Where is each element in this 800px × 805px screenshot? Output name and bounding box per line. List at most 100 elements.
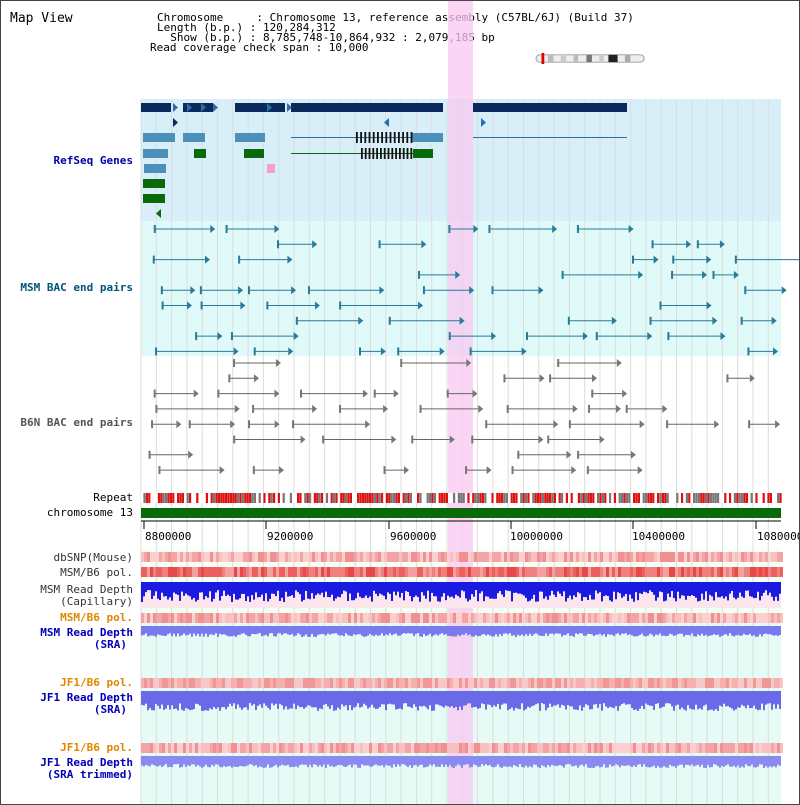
jf1-pol2-strip — [273, 743, 276, 753]
dbsnp-strip — [594, 552, 597, 562]
msm-pol-strip — [519, 567, 522, 577]
jf1-pol2-strip — [510, 743, 513, 753]
msm-sra-depth — [213, 626, 215, 636]
msm-bac-end — [491, 286, 494, 295]
track-label-msm-b6-pol-1[interactable]: MSM/B6 pol. — [60, 566, 133, 579]
track-label-msm-depth-capillary-sub: (Capillary) — [60, 595, 133, 608]
track-label-msm-bac-end-pairs[interactable]: MSM BAC end pairs — [20, 281, 133, 294]
jf1-pol2-strip — [732, 743, 735, 753]
msm-pol-strip — [378, 567, 381, 577]
msm-sra-depth — [581, 626, 583, 634]
msm-sra-depth — [215, 626, 217, 634]
msm-pol-strip — [249, 567, 252, 577]
jf1-pol-strip — [771, 678, 774, 688]
jf1-trimmed-depth — [635, 756, 637, 767]
jf1-sra-depth — [331, 691, 333, 706]
msm-pol2-strip — [276, 613, 279, 623]
msm-capillary-depth — [257, 582, 259, 598]
header-length: Length (b.p.) : 120,284,312 — [157, 21, 336, 34]
track-label-msm-b6-pol-2[interactable]: MSM/B6 pol. — [60, 611, 133, 624]
dbsnp-strip — [726, 552, 729, 562]
msm-capillary-depth — [777, 582, 779, 601]
jf1-trimmed-depth — [373, 756, 375, 766]
track-label-refseq-genes[interactable]: RefSeq Genes — [53, 154, 133, 167]
jf1-pol2-strip — [345, 743, 348, 753]
jf1-trimmed-depth — [367, 756, 369, 766]
b6n-bac-end — [726, 374, 729, 383]
jf1-sra-depth — [399, 691, 401, 709]
repeat-mark — [450, 493, 453, 503]
jf1-sra-depth — [237, 691, 239, 705]
msm-sra-depth — [415, 626, 417, 635]
msm-sra-depth — [721, 626, 723, 636]
msm-pol-strip — [678, 567, 681, 577]
jf1-pol2-strip — [642, 743, 645, 753]
msm-pol-strip — [168, 567, 171, 577]
jf1-sra-depth — [439, 691, 441, 706]
b6n-bac-end — [591, 389, 594, 398]
jf1-pol-strip — [186, 678, 189, 688]
jf1-trimmed-depth — [293, 756, 295, 768]
exon-tick — [356, 132, 358, 143]
chromosome-ideogram[interactable] — [531, 53, 651, 64]
track-label-b6n-bac-end-pairs[interactable]: B6N BAC end pairs — [20, 416, 133, 429]
jf1-pol-strip — [681, 678, 684, 688]
msm-capillary-depth — [343, 582, 345, 591]
repeat-mark — [673, 493, 676, 503]
b6n-bac-end — [158, 466, 161, 475]
dbsnp-strip — [645, 552, 648, 562]
repeat-mark — [546, 493, 549, 503]
track-label-jf1-b6-pol-1[interactable]: JF1/B6 pol. — [60, 676, 133, 689]
msm-pol-strip — [393, 567, 396, 577]
jf1-trimmed-depth — [669, 756, 671, 765]
msm-pol-strip — [690, 567, 693, 577]
b6n-bac-end — [471, 435, 474, 444]
msm-sra-depth — [633, 626, 635, 637]
jf1-trimmed-depth — [235, 756, 237, 767]
msm-capillary-depth — [755, 582, 757, 598]
track-label-msm-depth-capillary[interactable]: MSM Read Depth — [40, 583, 133, 596]
jf1-pol2-strip — [645, 743, 648, 753]
msm-capillary-depth — [205, 582, 207, 597]
dbsnp-strip — [321, 552, 324, 562]
dbsnp-strip — [441, 552, 444, 562]
msm-sra-depth — [407, 626, 409, 634]
jf1-sra-depth — [533, 691, 535, 706]
track-label-jf1-b6-pol-2[interactable]: JF1/B6 pol. — [60, 741, 133, 754]
track-label-dbsnp[interactable]: dbSNP(Mouse) — [53, 551, 133, 564]
msm-pol2-strip — [387, 613, 390, 623]
jf1-trimmed-depth — [243, 756, 245, 767]
jf1-pol-strip — [324, 678, 327, 688]
dbsnp-strip — [198, 552, 201, 562]
msm-sra-depth — [269, 626, 271, 634]
jf1-pol2-strip — [570, 743, 573, 753]
msm-bac-end — [702, 270, 708, 279]
msm-pol2-strip — [690, 613, 693, 623]
msm-sra-depth — [545, 626, 547, 634]
msm-bac-end — [225, 225, 228, 233]
dbsnp-strip — [675, 552, 678, 562]
msm-pol-strip — [585, 567, 588, 577]
track-label-msm-depth-sra[interactable]: MSM Read Depth — [40, 626, 133, 639]
msm-sra-depth — [365, 626, 367, 637]
b6n-bac-end — [404, 466, 410, 475]
msm-sra-depth — [561, 626, 563, 637]
jf1-trimmed-depth — [485, 756, 487, 765]
track-label-jf1-depth-trimmed[interactable]: JF1 Read Depth — [40, 756, 133, 769]
msm-pol-strip — [330, 567, 333, 577]
msm-capillary-depth — [397, 582, 399, 592]
msm-sra-depth — [709, 626, 711, 636]
gene-arrow — [287, 103, 292, 112]
dbsnp-strip — [627, 552, 630, 562]
jf1-pol2-strip — [720, 743, 723, 753]
jf1-trimmed-depth — [597, 756, 599, 766]
msm-sra-depth — [741, 626, 743, 636]
jf1-pol-strip — [381, 678, 384, 688]
msm-sra-depth — [605, 626, 607, 637]
track-label-repeat[interactable]: Repeat — [93, 491, 133, 504]
track-label-jf1-depth-sra[interactable]: JF1 Read Depth — [40, 691, 133, 704]
msm-sra-depth — [179, 626, 181, 637]
dbsnp-strip — [663, 552, 666, 562]
jf1-pol2-strip — [630, 743, 633, 753]
